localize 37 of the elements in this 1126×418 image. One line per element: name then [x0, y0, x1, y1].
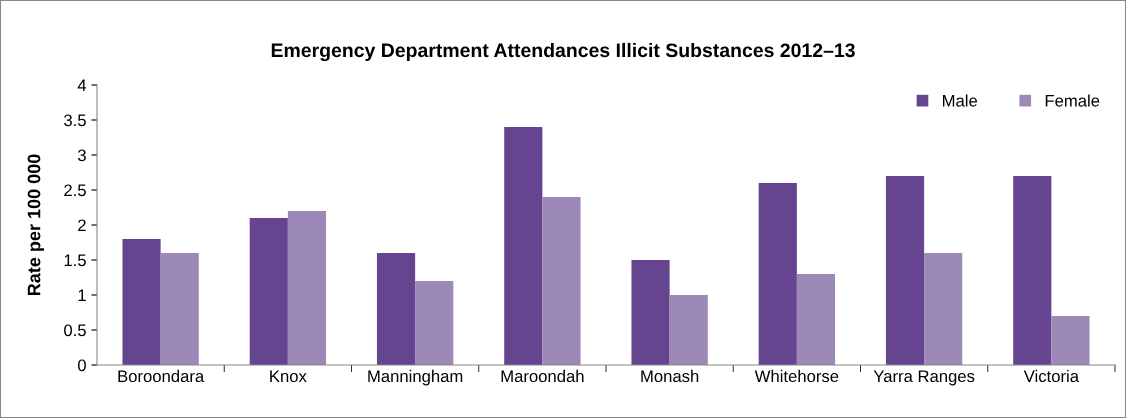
y-tick-label: 1 [78, 289, 86, 302]
bar [122, 239, 161, 365]
bar [249, 218, 288, 365]
bar [504, 127, 543, 365]
bar [542, 197, 581, 365]
bar [1013, 176, 1052, 365]
bar [415, 281, 454, 365]
bar [160, 253, 199, 365]
x-tick-label: Boroondara [118, 369, 205, 383]
y-tick-label: 3 [77, 149, 86, 162]
y-tick-label: 0.5 [64, 324, 86, 337]
bar [885, 176, 925, 365]
y-tick-label: 1.5 [64, 254, 86, 267]
bar [287, 211, 327, 365]
bar [1051, 316, 1090, 365]
x-tick-label: Victoria [1023, 369, 1080, 383]
x-tick-label: Manningham [368, 369, 463, 386]
x-tick-label: Yarra Ranges [873, 370, 975, 386]
bar [796, 274, 836, 365]
bar [631, 260, 670, 365]
x-tick-label: Whitehorse [754, 369, 839, 383]
bar [924, 253, 963, 365]
bar [758, 183, 797, 365]
y-tick-label: 3.5 [64, 114, 86, 127]
bar [669, 295, 708, 365]
chart-title: Emergency Department Attendances Illicit Substances 2012–13 [271, 42, 855, 62]
legend-label: Male [943, 94, 978, 107]
y-tick-label: 4 [77, 79, 87, 92]
y-tick-label: 2.5 [64, 184, 86, 197]
y-tick-label: 2 [78, 219, 86, 232]
y-axis-title: Rate per 100 000 [27, 154, 44, 296]
x-tick-label: Knox [270, 370, 307, 383]
legend-label: Female [1045, 94, 1100, 107]
x-tick-label: Monash [641, 369, 699, 383]
bar [376, 253, 416, 365]
x-tick-label: Maroondah [501, 369, 584, 383]
y-tick-label: 0 [77, 359, 86, 372]
